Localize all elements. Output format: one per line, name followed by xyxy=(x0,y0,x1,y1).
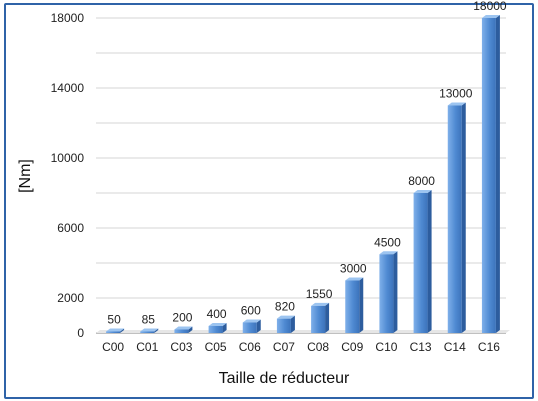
bar-side xyxy=(359,277,364,333)
bar-c01 xyxy=(140,328,159,333)
bar-c06 xyxy=(242,319,261,333)
data-label: 3000 xyxy=(340,262,367,276)
bar-front xyxy=(447,105,462,333)
bars xyxy=(106,15,500,333)
x-tick-label: C06 xyxy=(239,340,261,354)
bar-top xyxy=(379,251,398,255)
bar-side xyxy=(325,302,330,333)
data-label: 13000 xyxy=(439,87,473,101)
data-label: 85 xyxy=(142,313,156,327)
bar-top xyxy=(481,15,500,18)
bar-side xyxy=(222,323,227,333)
x-tick-label: C14 xyxy=(444,340,466,354)
data-label: 8000 xyxy=(408,174,435,188)
bar-top xyxy=(106,328,125,332)
x-tick-label: C13 xyxy=(410,340,432,354)
y-tick-label: 14000 xyxy=(51,81,85,95)
y-tick-label: 6000 xyxy=(57,221,84,235)
bar-top xyxy=(413,190,432,193)
x-tick-label: C03 xyxy=(170,340,192,354)
data-label: 50 xyxy=(107,313,121,327)
x-tick-label: C01 xyxy=(136,340,158,354)
bar-side xyxy=(256,319,261,333)
x-tick-label: C00 xyxy=(102,340,124,354)
bar-c09 xyxy=(345,277,364,333)
bar-c13 xyxy=(413,190,432,333)
bar-front xyxy=(276,318,291,333)
bar-c00 xyxy=(106,328,125,333)
bar-c03 xyxy=(174,326,193,333)
bar-c10 xyxy=(379,251,398,333)
bar-top xyxy=(140,328,159,332)
bar-top xyxy=(208,323,227,326)
data-label: 820 xyxy=(275,300,295,314)
bar-c14 xyxy=(447,102,466,333)
data-label: 200 xyxy=(172,311,192,325)
bar-side xyxy=(393,251,398,333)
bar-side xyxy=(290,315,295,333)
x-tick-label: C07 xyxy=(273,340,295,354)
bar-front xyxy=(345,280,360,333)
bar-top xyxy=(242,319,261,323)
y-axis-title: [Nm] xyxy=(17,159,34,193)
y-tick-label: 10000 xyxy=(51,151,85,165)
x-tick-label: C09 xyxy=(341,340,363,354)
bar-front xyxy=(481,18,496,333)
bar-front xyxy=(379,254,394,333)
bar-front xyxy=(174,329,189,333)
bar-front xyxy=(140,331,155,333)
data-label: 400 xyxy=(207,307,227,321)
bar-front xyxy=(311,305,326,333)
data-label: 600 xyxy=(241,304,261,318)
grid-lines xyxy=(96,17,510,334)
bar-top xyxy=(345,277,364,281)
bar-top xyxy=(447,102,466,106)
bar-c08 xyxy=(311,302,330,333)
y-tick-labels: 0 2000 6000 10000 14000 18000 xyxy=(51,11,85,340)
y-tick-label: 0 xyxy=(77,326,84,340)
bar-top xyxy=(276,315,295,319)
bar-top xyxy=(311,302,330,306)
y-tick-label: 18000 xyxy=(51,11,85,25)
bar-front xyxy=(242,322,257,333)
bar-c05 xyxy=(208,323,227,333)
x-axis-title: Taille de réducteur xyxy=(219,370,350,387)
x-tick-label: C08 xyxy=(307,340,329,354)
bar-side xyxy=(154,328,159,333)
bar-side xyxy=(461,102,466,333)
data-label: 1550 xyxy=(306,287,333,301)
data-labels: 50 85 200 400 600 820 1550 3000 4500 8000 13000 180… xyxy=(107,0,507,327)
x-tick-labels: C00 C01 C03 C05 C06 C07 C08 C09 C10 C13 C14 C16 xyxy=(102,340,500,354)
bar-side xyxy=(120,328,125,333)
data-label: 18000 xyxy=(473,0,507,13)
bar-side xyxy=(495,15,500,333)
y-tick-label: 2000 xyxy=(57,291,84,305)
x-tick-label: C16 xyxy=(478,340,500,354)
bar-front xyxy=(413,193,428,333)
bar-c07 xyxy=(276,315,295,333)
bar-front xyxy=(208,326,223,333)
chart-floor xyxy=(96,330,510,333)
bar-c16 xyxy=(481,15,500,333)
x-tick-label: C05 xyxy=(205,340,227,354)
bar-side xyxy=(188,326,193,333)
bar-front xyxy=(106,331,121,333)
bar-side xyxy=(427,190,432,333)
bar-top xyxy=(174,326,193,330)
x-tick-label: C10 xyxy=(375,340,397,354)
data-label: 4500 xyxy=(374,235,401,249)
